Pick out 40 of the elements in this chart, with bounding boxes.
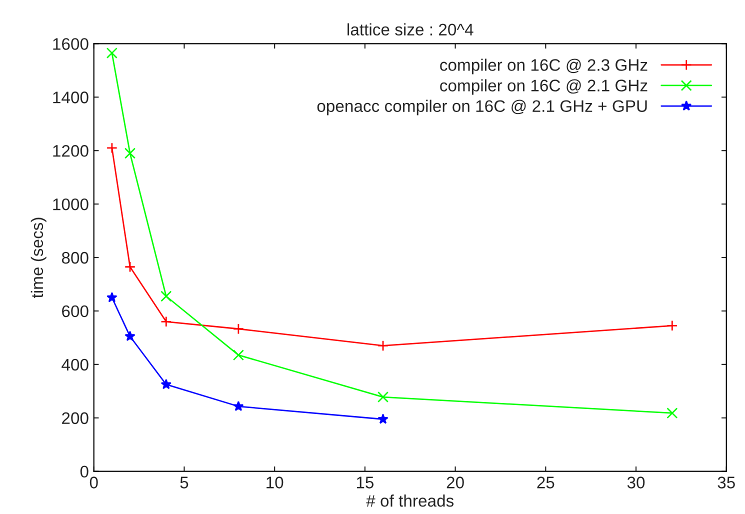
x-tick-label: 25 [537,476,554,488]
point [124,330,136,341]
x-tick-label: 10 [266,476,284,488]
point [106,292,118,302]
y-tick-label: 1400 [53,92,88,104]
y-tick-label: 1200 [53,145,88,157]
point [377,391,389,403]
x-tick-label: 5 [180,476,188,488]
y-tick-label: 1000 [53,198,88,210]
point [232,323,244,334]
y-tick-label: 800 [62,252,88,264]
point [666,320,678,332]
point [160,378,172,390]
point [378,414,388,424]
y-tick-label: 1600 [53,38,88,50]
point [106,47,118,59]
y-axis-title: time (secs) [30,218,46,298]
point [377,340,389,352]
x-tick-label: 15 [356,476,374,488]
legend-label: compiler on 16C @ 2.3 GHz [440,58,648,74]
point [160,290,172,302]
legend-label: compiler on 16C @ 2.1 GHz [440,79,648,95]
y-tick-label: 600 [62,305,88,318]
point [124,261,136,272]
point [233,400,244,412]
x-tick-label: 35 [718,476,735,488]
x-tick-label: 0 [90,476,98,488]
point [160,316,172,328]
point [124,148,136,159]
legend-label: openacc compiler on 16C @ 2.1 GHz + GPU [317,100,647,116]
y-tick-label: 400 [62,358,88,371]
y-tick-label: 0 [80,466,88,478]
point [106,142,118,154]
point [232,350,244,361]
y-tick-label: 200 [62,412,88,424]
chart-title: lattice size : 20^4 [348,23,474,36]
x-tick-label: 20 [446,476,464,488]
x-tick-label: 30 [627,476,645,488]
x-axis-title: # of threads [366,494,454,507]
point [666,408,678,419]
